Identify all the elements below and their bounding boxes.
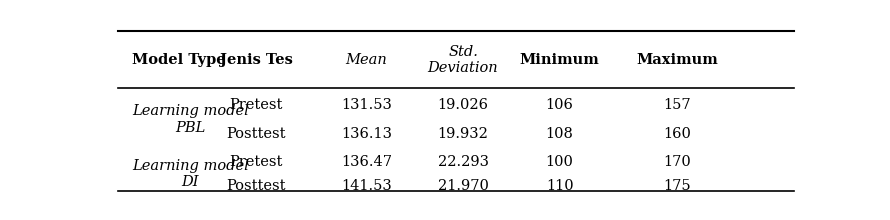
Text: 110: 110 <box>546 179 573 193</box>
Text: Pretest: Pretest <box>230 155 283 169</box>
Text: 106: 106 <box>546 98 573 112</box>
Text: 160: 160 <box>663 127 691 141</box>
Text: Maximum: Maximum <box>636 53 717 67</box>
Text: Learning model
PBL: Learning model PBL <box>132 104 248 135</box>
Text: 108: 108 <box>546 127 573 141</box>
Text: Posttest: Posttest <box>226 179 286 193</box>
Text: 22.293: 22.293 <box>438 155 489 169</box>
Text: 170: 170 <box>663 155 691 169</box>
Text: 100: 100 <box>546 155 573 169</box>
Text: Jenis Tes: Jenis Tes <box>220 53 293 67</box>
Text: 141.53: 141.53 <box>341 179 392 193</box>
Text: 19.026: 19.026 <box>438 98 489 112</box>
Text: 131.53: 131.53 <box>341 98 392 112</box>
Text: 136.47: 136.47 <box>341 155 392 169</box>
Text: 136.13: 136.13 <box>341 127 392 141</box>
Text: Std.
Deviation: Std. Deviation <box>428 45 498 75</box>
Text: Model Type: Model Type <box>132 53 225 67</box>
Text: Posttest: Posttest <box>226 127 286 141</box>
Text: 175: 175 <box>663 179 691 193</box>
Text: Pretest: Pretest <box>230 98 283 112</box>
Text: Minimum: Minimum <box>520 53 600 67</box>
Text: 157: 157 <box>663 98 691 112</box>
Text: 19.932: 19.932 <box>438 127 489 141</box>
Text: Mean: Mean <box>345 53 387 67</box>
Text: 21.970: 21.970 <box>438 179 489 193</box>
Text: Learning model
DI: Learning model DI <box>132 159 248 189</box>
